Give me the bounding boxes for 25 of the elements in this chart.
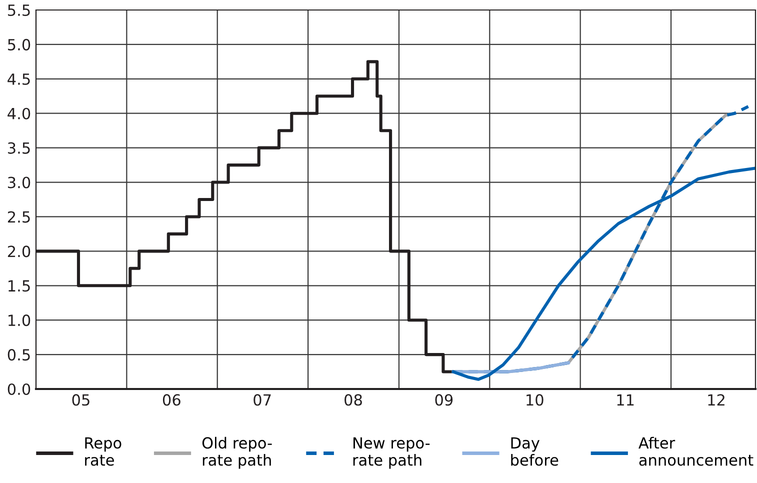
x-tick-label: 11: [617, 394, 634, 406]
y-tick-label: 5.5: [8, 4, 30, 16]
y-tick-label: 1.0: [8, 314, 30, 326]
y-tick-label: 0.5: [8, 349, 30, 361]
y-tick-label: 2.5: [8, 211, 30, 223]
legend-label: Old repo- rate path: [202, 436, 272, 469]
x-tick-label: 09: [435, 394, 453, 406]
y-tick-label: 1.5: [8, 280, 30, 292]
y-tick-label: 3.0: [8, 176, 30, 188]
x-tick-label: 12: [708, 394, 724, 406]
y-tick-label: 0.0: [8, 383, 30, 396]
y-tick-label: 5.0: [8, 38, 30, 50]
y-tick-label: 4.5: [8, 74, 30, 85]
x-tick-label: 06: [162, 394, 180, 406]
x-tick-label: 05: [72, 394, 90, 406]
x-tick-label: 10: [526, 394, 544, 406]
x-tick-label: 07: [254, 394, 271, 406]
y-tick-label: 2.0: [8, 246, 30, 258]
x-tick-label: 08: [344, 394, 362, 406]
y-tick-label: 4.0: [8, 108, 30, 120]
legend-label: Day before: [511, 437, 558, 466]
y-tick-label: 3.5: [8, 142, 30, 154]
legend-label: After announcement: [638, 436, 754, 466]
legend-label: Repo rate: [85, 437, 122, 466]
legend-label: New repo- rate path: [353, 437, 430, 469]
